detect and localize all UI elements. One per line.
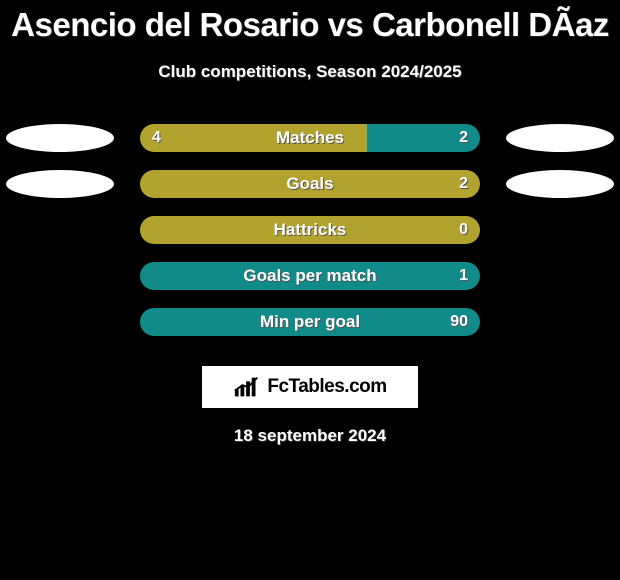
left-oval [6,262,114,290]
stat-row: Goals2 [0,170,620,198]
subtitle: Club competitions, Season 2024/2025 [0,62,620,82]
stat-rows: 4Matches2Goals2Hattricks0Goals per match… [0,124,620,336]
stat-bar: 4Matches2 [140,124,480,152]
stat-label: Goals [140,170,480,198]
left-oval [6,216,114,244]
right-oval [506,216,614,244]
stat-bar: Goals2 [140,170,480,198]
stat-bar: Min per goal90 [140,308,480,336]
right-value: 0 [459,216,468,244]
stat-row: Goals per match1 [0,262,620,290]
stat-bar: Hattricks0 [140,216,480,244]
stat-bar: Goals per match1 [140,262,480,290]
right-oval [506,170,614,198]
stat-row: 4Matches2 [0,124,620,152]
stat-row: Min per goal90 [0,308,620,336]
stat-label: Hattricks [140,216,480,244]
stat-label: Matches [140,124,480,152]
left-oval [6,124,114,152]
right-oval [506,262,614,290]
right-oval [506,124,614,152]
right-value: 2 [459,170,468,198]
left-oval [6,170,114,198]
chart-icon [233,375,263,399]
left-oval [6,308,114,336]
right-oval [506,308,614,336]
right-value: 90 [450,308,468,336]
date-text: 18 september 2024 [0,426,620,446]
logo-text: FcTables.com [267,376,386,398]
right-value: 2 [459,124,468,152]
stat-label: Min per goal [140,308,480,336]
page-title: Asencio del Rosario vs Carbonell DÃ­az [0,0,620,44]
stat-row: Hattricks0 [0,216,620,244]
stat-label: Goals per match [140,262,480,290]
right-value: 1 [459,262,468,290]
logo-box: FcTables.com [202,366,418,408]
